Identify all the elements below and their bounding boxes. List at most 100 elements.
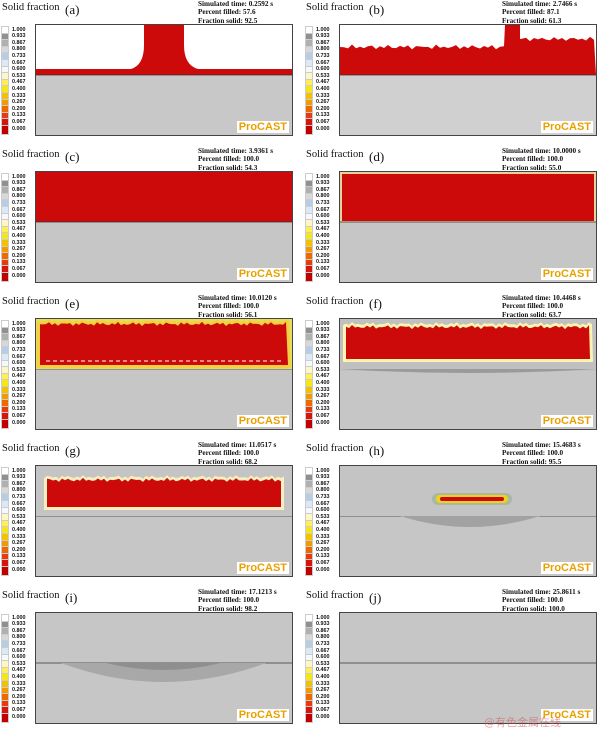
colorbar-label: 1.000	[12, 26, 26, 33]
fraction-solid: Fraction solid: 68.2	[198, 457, 258, 466]
sim-info: Simulated time: 17.1213 s Percent filled:…	[198, 588, 277, 613]
panel-letter: (c)	[65, 149, 80, 164]
panel-letter: (h)	[369, 443, 385, 458]
panel-letter: (e)	[65, 296, 80, 311]
colorbar-label: 0.800	[12, 487, 26, 494]
colorbar-label: 0.600	[12, 360, 26, 367]
colorbar-label: 0.200	[316, 399, 330, 406]
colorbar-label: 0.267	[12, 540, 26, 547]
colorbar-label: 0.400	[316, 85, 330, 92]
fraction-solid: Fraction solid: 95.5	[502, 457, 562, 466]
colorbar-label: 0.600	[12, 66, 26, 73]
colorbar-label: 0.867	[316, 480, 330, 487]
colorbar-label: 0.867	[316, 186, 330, 193]
colorbar-label: 0.400	[12, 232, 26, 239]
fraction-solid: Fraction solid: 98.2	[198, 604, 258, 613]
casting-domain: ProCAST	[339, 24, 597, 136]
colorbar-label: 0.467	[316, 667, 330, 674]
fraction-solid: Fraction solid: 54.3	[198, 163, 258, 172]
colorbar: 1.000 0.933 0.867 0.800 0.733 0.667 0.600 0.533…	[305, 173, 341, 282]
colorbar-label: 0.333	[12, 239, 26, 246]
casting-domain: ProCAST	[35, 465, 293, 577]
sim-info: Simulated time: 10.4468 s Percent filled:…	[502, 294, 581, 319]
fraction-solid: Fraction solid: 92.5	[198, 16, 258, 25]
simulated-time: Simulated time: 11.0517 s	[198, 441, 277, 449]
colorbar-label: 0.667	[316, 647, 330, 654]
colorbar-label: 0.533	[12, 219, 26, 226]
colorbar-label: 0.733	[12, 52, 26, 59]
panel-letter: (j)	[369, 590, 382, 605]
panel-title: Solid fraction	[2, 443, 60, 454]
colorbar-swatch	[1, 125, 9, 135]
simulated-time: Simulated time: 15.4683 s	[502, 441, 581, 449]
casting-domain: ProCAST	[35, 612, 293, 724]
simulated-time: Simulated time: 10.4468 s	[502, 294, 581, 302]
colorbar-label: 0.467	[316, 373, 330, 380]
colorbar-label: 0.067	[12, 559, 26, 566]
colorbar: 1.000 0.933 0.867 0.800 0.733 0.667 0.600 0.533…	[1, 26, 37, 135]
panel-i: Solid fraction (i) Simulated time: 17.1213…	[0, 588, 300, 734]
colorbar-label: 0.800	[316, 487, 330, 494]
procast-logo: ProCAST	[236, 268, 289, 280]
panel-e: Solid fraction (e) Simulated time: 10.0120…	[0, 294, 300, 440]
colorbar-label: 0.067	[316, 412, 330, 419]
colorbar-label: 1.000	[316, 26, 330, 33]
panel-title: Solid fraction	[306, 296, 364, 307]
colorbar-label: 0.267	[316, 687, 330, 694]
colorbar-label: 0.200	[12, 252, 26, 259]
colorbar-label: 0.267	[316, 393, 330, 400]
casting-domain: ProCAST	[35, 318, 293, 430]
colorbar-label: 0.933	[316, 474, 330, 481]
colorbar-label: 0.667	[12, 647, 26, 654]
sim-info: Simulated time: 10.0000 s Percent filled:…	[502, 147, 581, 172]
colorbar-label: 0.400	[12, 526, 26, 533]
panel-title: Solid fraction	[306, 443, 364, 454]
simulated-time: Simulated time: 0.2592 s	[198, 0, 274, 8]
colorbar-label: 0.067	[316, 559, 330, 566]
colorbar-label: 0.000	[316, 272, 330, 279]
colorbar-label: 0.133	[316, 112, 330, 119]
sim-info: Simulated time: 0.2592 s Percent filled: …	[198, 0, 273, 25]
colorbar-label: 0.133	[316, 406, 330, 413]
colorbar-label: 1.000	[12, 614, 26, 621]
colorbar-label: 0.600	[12, 213, 26, 220]
colorbar-label: 0.600	[316, 213, 330, 220]
colorbar-label: 0.400	[12, 85, 26, 92]
colorbar-label: 0.867	[316, 333, 330, 340]
colorbar: 1.000 0.933 0.867 0.800 0.733 0.667 0.600 0.533…	[1, 614, 37, 723]
sim-info: Simulated time: 15.4683 s Percent filled:…	[502, 441, 581, 466]
panel-title: Solid fraction	[2, 296, 60, 307]
panel-letter: (g)	[65, 443, 81, 458]
colorbar-label: 0.600	[316, 66, 330, 73]
simulated-time: Simulated time: 25.8611 s	[502, 588, 581, 596]
colorbar-label: 0.733	[12, 493, 26, 500]
colorbar-label: 0.000	[12, 713, 26, 720]
panel-letter: (f)	[369, 296, 382, 311]
panel-h: Solid fraction (h) Simulated time: 15.4683…	[304, 441, 600, 587]
colorbar-label: 0.067	[316, 706, 330, 713]
simulated-time: Simulated time: 10.0120 s	[198, 294, 277, 302]
procast-logo: ProCAST	[540, 562, 593, 574]
colorbar-label: 0.600	[12, 507, 26, 514]
colorbar-label: 0.933	[12, 474, 26, 481]
colorbar-label: 0.067	[316, 118, 330, 125]
colorbar-label: 0.133	[12, 112, 26, 119]
panel-b: Solid fraction (b) Simulated time: 2.7466 …	[304, 0, 600, 146]
colorbar-label: 0.733	[316, 199, 330, 206]
colorbar-label: 0.133	[12, 259, 26, 266]
colorbar-label: 0.000	[316, 713, 330, 720]
colorbar-label: 0.600	[316, 507, 330, 514]
colorbar-label: 0.667	[12, 500, 26, 507]
colorbar-label: 0.933	[12, 621, 26, 628]
panel-title: Solid fraction	[306, 2, 364, 13]
colorbar-label: 0.867	[316, 39, 330, 46]
colorbar-label: 0.067	[12, 118, 26, 125]
colorbar-label: 0.667	[316, 59, 330, 66]
procast-logo: ProCAST	[540, 415, 593, 427]
colorbar-label: 0.933	[316, 327, 330, 334]
colorbar-label: 1.000	[316, 614, 330, 621]
watermark: @有色金属在线	[484, 716, 561, 729]
colorbar-label: 0.133	[12, 553, 26, 560]
percent-filled: Percent filled: 57.6	[198, 8, 256, 17]
colorbar: 1.000 0.933 0.867 0.800 0.733 0.667 0.600 0.533…	[1, 173, 37, 282]
